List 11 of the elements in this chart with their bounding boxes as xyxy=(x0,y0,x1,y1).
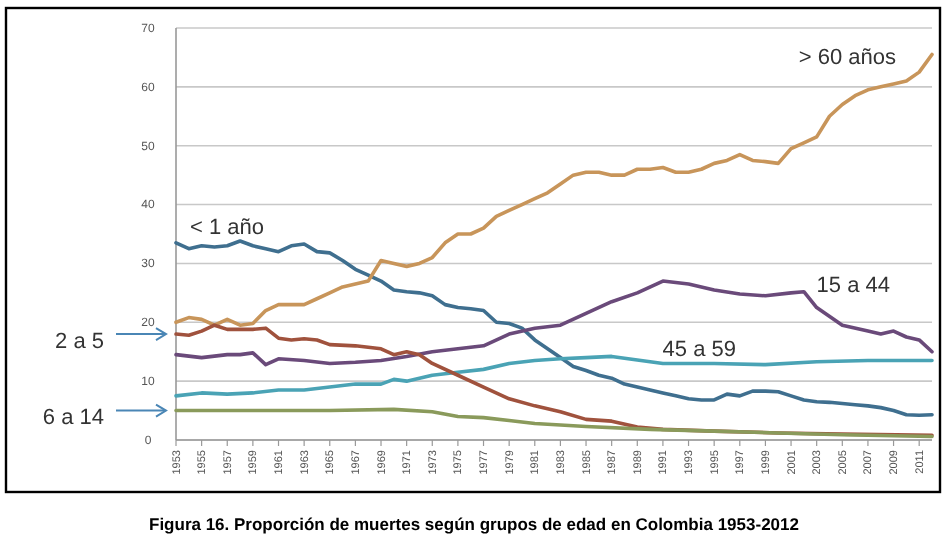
line-series xyxy=(174,52,934,328)
line-series xyxy=(174,279,934,367)
line-series xyxy=(174,354,934,398)
series-label: > 60 años xyxy=(798,46,897,70)
text: Figura 16. Proporción de muertes según grupos de edad en Colombia 1953-2012 xyxy=(149,514,800,534)
series-label: < 1 año xyxy=(190,216,265,240)
text: 2 a 5 xyxy=(55,330,104,354)
series-label: 15 a 44 xyxy=(816,274,890,298)
text: 6 a 14 xyxy=(42,406,104,430)
line-series xyxy=(174,239,934,418)
series-label: 45 a 59 xyxy=(662,338,736,362)
